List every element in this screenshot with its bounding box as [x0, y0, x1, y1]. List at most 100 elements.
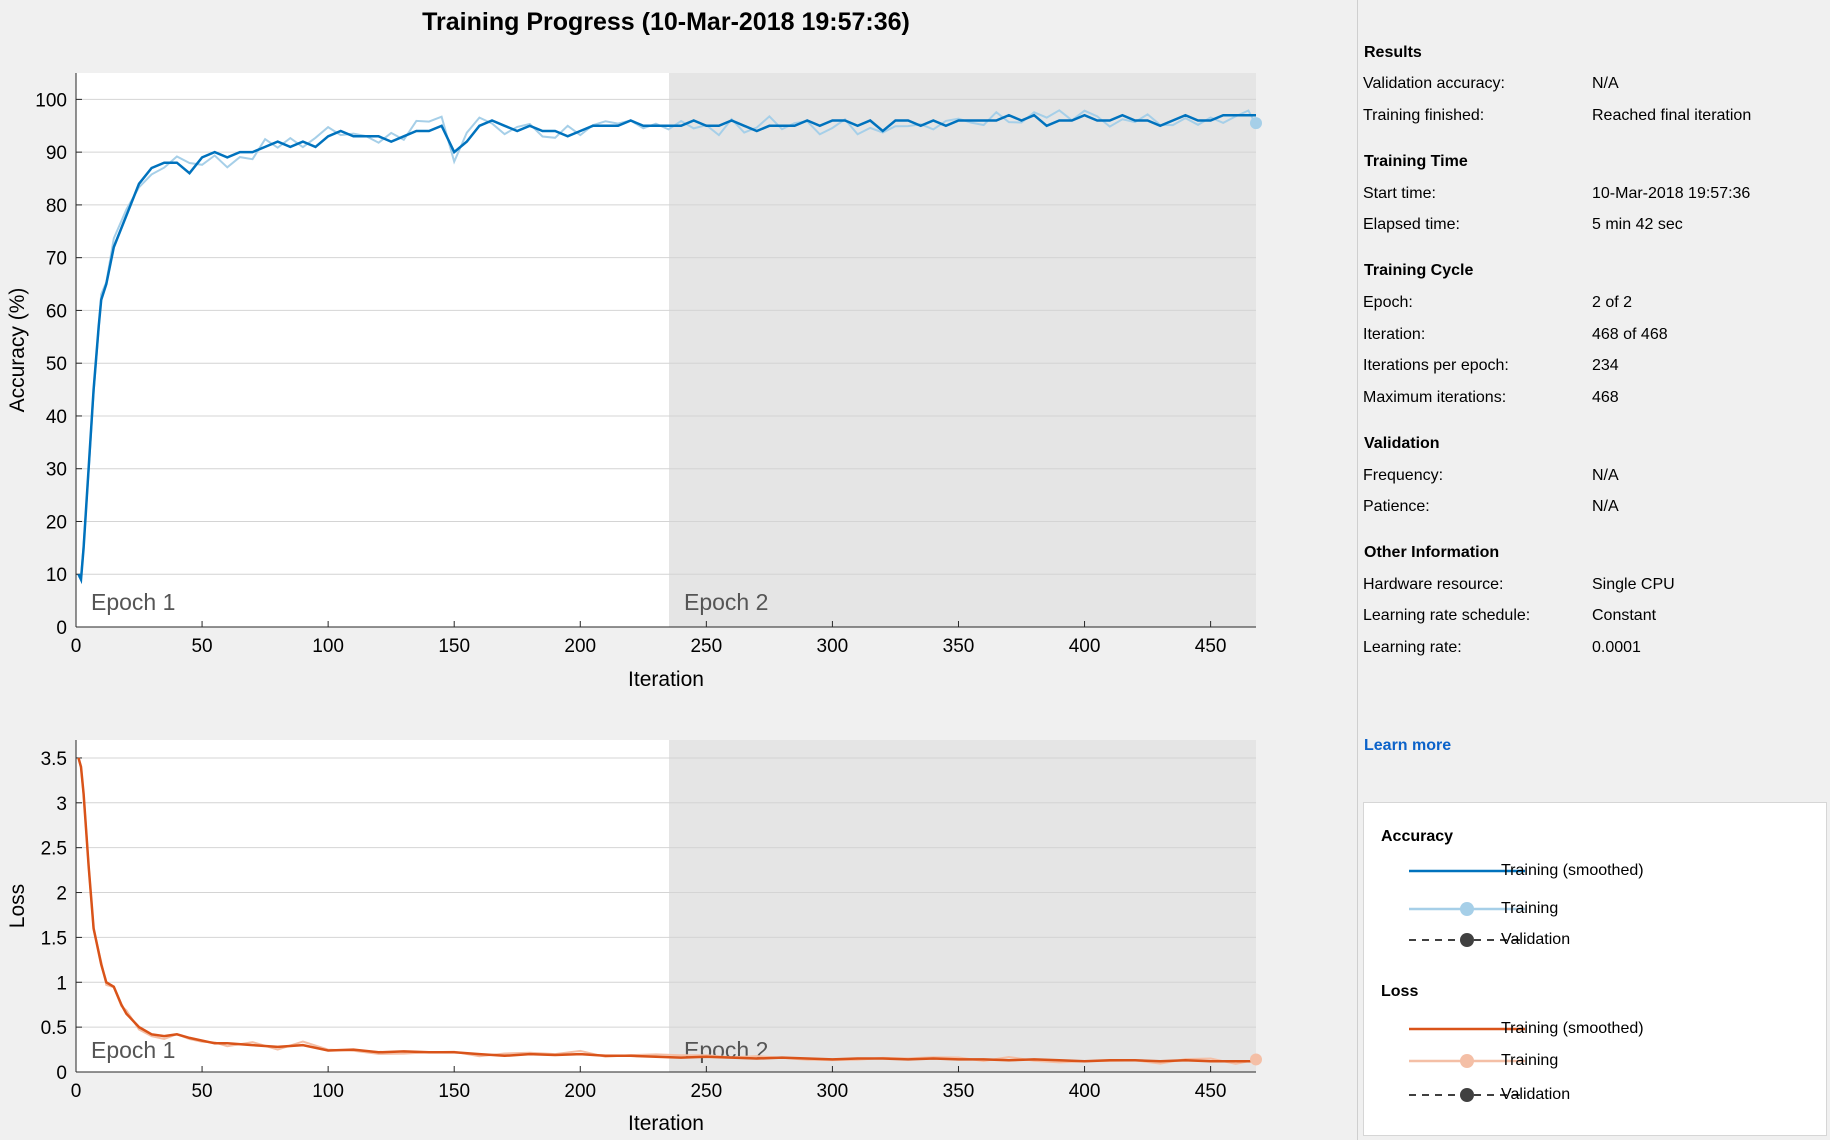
- epoch-label: Epoch:: [1363, 294, 1413, 311]
- loss-xtick-label: 300: [817, 1081, 849, 1102]
- accuracy-xtick-label: 250: [690, 636, 722, 657]
- loss-ytick-label: 1: [56, 973, 67, 994]
- accuracy-ytick-label: 80: [46, 196, 67, 217]
- loss-xtick-label: 200: [564, 1081, 596, 1102]
- training-finished-label: Training finished:: [1363, 107, 1485, 124]
- accuracy-ytick-label: 50: [46, 354, 67, 375]
- training-cycle-heading: Training Cycle: [1364, 262, 1474, 279]
- legend-accuracy-validation-label: Validation: [1501, 931, 1571, 948]
- start-time-label: Start time:: [1363, 185, 1436, 202]
- loss-xtick-label: 250: [690, 1081, 722, 1102]
- accuracy-ytick-label: 30: [46, 460, 67, 481]
- frequency-label: Frequency:: [1363, 467, 1444, 484]
- loss-final-training-point: [1250, 1053, 1262, 1066]
- validation-heading: Validation: [1364, 435, 1440, 452]
- legend-loss-smoothed-label: Training (smoothed): [1501, 1020, 1644, 1037]
- iteration-label: Iteration:: [1363, 326, 1426, 343]
- accuracy-xtick-label: 100: [312, 636, 344, 657]
- loss-xtick-label: 100: [312, 1081, 344, 1102]
- accuracy-epoch2-shade: [669, 73, 1256, 627]
- other-information-heading: Other Information: [1364, 544, 1500, 561]
- accuracy-y-axis-label: Accuracy (%): [6, 288, 29, 413]
- loss-tick-labels: 0 0.5 1 1.5 2 2.5 3 3.5 0 50 100 150 200 250 300 350 400…: [41, 749, 1227, 1102]
- accuracy-xtick-label: 300: [817, 636, 849, 657]
- legend-loss-validation-label: Validation: [1501, 1086, 1571, 1103]
- legend-swatches: [1409, 869, 1525, 1102]
- loss-ytick-label: 2: [56, 884, 67, 905]
- legend-accuracy-training-label: Training: [1501, 900, 1559, 917]
- accuracy-epoch2-label: Epoch 2: [684, 589, 768, 615]
- iteration-value: 468 of 468: [1592, 326, 1668, 343]
- maximum-iterations-label: Maximum iterations:: [1363, 389, 1507, 406]
- accuracy-axes: 0 10 20 30 40 50 60 70 80 90 100 0 50 100 150 200 250 300…: [6, 73, 1262, 691]
- accuracy-x-axis-label: Iteration: [628, 668, 704, 691]
- loss-xtick-label: 50: [191, 1081, 212, 1102]
- hardware-resource-label: Hardware resource:: [1363, 576, 1504, 593]
- loss-xtick-label: 450: [1195, 1081, 1227, 1102]
- legend-loss-validation-marker: [1460, 1088, 1474, 1102]
- accuracy-xtick-label: 50: [191, 636, 212, 657]
- frequency-value: N/A: [1592, 467, 1619, 484]
- accuracy-ytick-label: 100: [35, 90, 67, 111]
- training-time-heading: Training Time: [1364, 153, 1468, 170]
- loss-ytick-label: 3.5: [41, 749, 67, 770]
- legend-accuracy-validation-marker: [1460, 933, 1474, 947]
- legend-accuracy-heading: Accuracy: [1381, 828, 1454, 845]
- accuracy-xtick-label: 150: [438, 636, 470, 657]
- accuracy-ytick-label: 20: [46, 512, 67, 533]
- accuracy-ytick-label: 90: [46, 143, 67, 164]
- loss-epoch2-shade: [669, 740, 1256, 1072]
- learn-more-link[interactable]: Learn more: [1364, 737, 1452, 754]
- accuracy-xtick-label: 450: [1195, 636, 1227, 657]
- loss-ytick-label: 3: [56, 794, 67, 815]
- training-finished-value: Reached final iteration: [1592, 107, 1752, 124]
- loss-ytick-label: 1.5: [41, 928, 67, 949]
- training-plots: Training Progress (10-Mar-2018 19:57:36)…: [6, 8, 1262, 1135]
- learning-rate-schedule-label: Learning rate schedule:: [1363, 607, 1531, 624]
- accuracy-ytick-label: 60: [46, 301, 67, 322]
- legend-loss-heading: Loss: [1381, 983, 1419, 1000]
- accuracy-ytick-label: 10: [46, 565, 67, 586]
- accuracy-final-training-point: [1250, 117, 1262, 130]
- accuracy-ytick-label: 70: [46, 249, 67, 270]
- loss-ytick-label: 0: [56, 1063, 67, 1084]
- loss-xtick-label: 0: [71, 1081, 82, 1102]
- loss-ytick-label: 0.5: [41, 1018, 67, 1039]
- elapsed-time-label: Elapsed time:: [1363, 216, 1460, 233]
- legend-accuracy-smoothed-label: Training (smoothed): [1501, 862, 1644, 879]
- legend-loss-training-label: Training: [1501, 1052, 1559, 1069]
- loss-ytick-label: 2.5: [41, 839, 67, 860]
- loss-xtick-label: 350: [943, 1081, 975, 1102]
- legend-loss-training-marker: [1460, 1054, 1474, 1068]
- results-heading: Results: [1364, 44, 1422, 61]
- maximum-iterations-value: 468: [1592, 389, 1619, 406]
- plots-area: Training Progress (10-Mar-2018 19:57:36)…: [6, 8, 1262, 1135]
- start-time-value: 10-Mar-2018 19:57:36: [1592, 185, 1751, 202]
- accuracy-xtick-label: 200: [564, 636, 596, 657]
- accuracy-tick-labels: 0 10 20 30 40 50 60 70 80 90 100 0 50 100 150 200 250 300…: [35, 90, 1226, 657]
- iterations-per-epoch-value: 234: [1592, 357, 1619, 374]
- patience-value: N/A: [1592, 498, 1619, 515]
- loss-y-axis-label: Loss: [6, 884, 29, 928]
- loss-xtick-label: 400: [1069, 1081, 1101, 1102]
- hardware-resource-value: Single CPU: [1592, 576, 1675, 593]
- loss-lines: [77, 757, 1262, 1066]
- iterations-per-epoch-label: Iterations per epoch:: [1363, 357, 1509, 374]
- loss-axes: 0 0.5 1 1.5 2 2.5 3 3.5 0 50 100 150 200 250 300 350 400…: [6, 740, 1262, 1135]
- learning-rate-schedule-value: Constant: [1592, 607, 1657, 624]
- accuracy-ytick-label: 40: [46, 407, 67, 428]
- validation-accuracy-value: N/A: [1592, 75, 1619, 92]
- accuracy-xtick-label: 350: [943, 636, 975, 657]
- patience-label: Patience:: [1363, 498, 1430, 515]
- accuracy-xtick-label: 400: [1069, 636, 1101, 657]
- learning-rate-value: 0.0001: [1592, 639, 1641, 656]
- learning-rate-label: Learning rate:: [1363, 639, 1462, 656]
- accuracy-gridlines: [76, 98, 1256, 575]
- accuracy-xtick-label: 0: [71, 636, 82, 657]
- legend-accuracy-training-marker: [1460, 902, 1474, 916]
- loss-xtick-label: 150: [438, 1081, 470, 1102]
- loss-plot-background: [76, 740, 669, 1072]
- figure-title: Training Progress (10-Mar-2018 19:57:36): [422, 8, 910, 36]
- loss-x-axis-label: Iteration: [628, 1112, 704, 1135]
- elapsed-time-value: 5 min 42 sec: [1592, 216, 1683, 233]
